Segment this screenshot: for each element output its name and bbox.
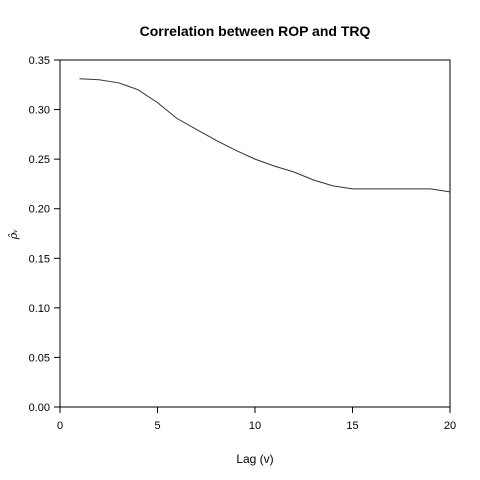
chart-title: Correlation between ROP and TRQ (140, 23, 371, 39)
x-tick-label: 15 (346, 420, 358, 432)
series-line (79, 78, 451, 193)
y-tick-label: 0.05 (29, 352, 50, 364)
x-axis-label: Lag (v) (236, 452, 273, 466)
x-tick-label: 20 (444, 420, 456, 432)
x-tick-label: 10 (249, 420, 261, 432)
y-axis: 0.00 0.05 0.10 0.15 0.20 0.25 0.30 0.35 (29, 55, 60, 414)
x-tick-label: 0 (57, 420, 63, 432)
y-tick-label: 0.30 (29, 105, 50, 117)
y-tick-label: 0.15 (29, 253, 50, 265)
y-tick-label: 0.35 (29, 55, 50, 67)
x-axis: 0 5 10 15 20 (57, 407, 456, 432)
y-tick-label: 0.20 (29, 204, 50, 216)
plot-frame (59, 59, 451, 408)
x-tick-label: 5 (154, 420, 160, 432)
y-tick-label: 0.25 (29, 154, 50, 166)
y-axis-label: ρ̂ᵥ (7, 229, 20, 241)
y-tick-label: 0.00 (29, 402, 50, 414)
series-group (79, 78, 451, 193)
y-tick-label: 0.10 (29, 303, 50, 315)
